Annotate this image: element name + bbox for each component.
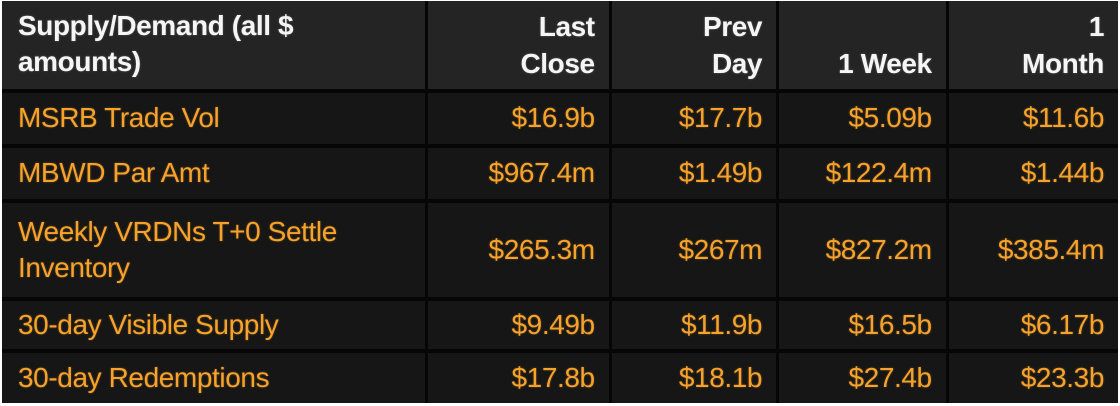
row-label: MSRB Trade Vol — [2, 89, 427, 146]
header-1-month: 1 Month — [945, 1, 1118, 91]
cell-last-close: $967.4m — [424, 144, 611, 201]
cell-last-close: $9.49b — [424, 297, 611, 351]
row-label-text: Weekly VRDNs T+0 Settle Inventory — [18, 215, 337, 283]
row-label-text: MSRB Trade Vol — [18, 102, 220, 134]
cell-1-week: $122.4m — [776, 144, 948, 201]
cell-prev-day: $17.7b — [608, 89, 778, 146]
table-row: Weekly VRDNs T+0 Settle Inventory $265.3… — [2, 199, 1118, 299]
cell-prev-day: $11.9b — [608, 297, 778, 351]
table-row: 30-day Visible Supply $9.49b $11.9b $16.… — [2, 297, 1118, 351]
header-prev-day: Prev Day — [608, 1, 778, 91]
row-label: 30-day Visible Supply — [2, 297, 427, 351]
header-supply-demand: Supply/Demand (all $ amounts) — [2, 1, 427, 91]
cell-prev-day: $267m — [608, 199, 778, 299]
row-label: 30-day Redemptions — [2, 349, 427, 403]
table-row: MSRB Trade Vol $16.9b $17.7b $5.09b $11.… — [2, 89, 1118, 146]
header-row: Supply/Demand (all $ amounts) Last Close… — [2, 1, 1118, 91]
cell-1-month: $1.44b — [945, 144, 1118, 201]
cell-last-close: $265.3m — [424, 199, 611, 299]
cell-1-week: $16.5b — [776, 297, 948, 351]
cell-1-week: $5.09b — [776, 89, 948, 146]
row-label-text: 30-day Redemptions — [18, 361, 270, 393]
cell-1-month: $23.3b — [945, 349, 1118, 403]
cell-1-week: $27.4b — [776, 349, 948, 403]
cell-prev-day: $18.1b — [608, 349, 778, 403]
cell-last-close: $16.9b — [424, 89, 611, 146]
table-row: 30-day Redemptions $17.8b $18.1b $27.4b … — [2, 349, 1118, 403]
cell-1-month: $385.4m — [945, 199, 1118, 299]
row-label: MBWD Par Amt — [2, 144, 427, 201]
row-label: Weekly VRDNs T+0 Settle Inventory — [2, 199, 427, 299]
cell-last-close: $17.8b — [424, 349, 611, 403]
table-row: MBWD Par Amt $967.4m $1.49b $122.4m $1.4… — [2, 144, 1118, 201]
cell-1-week: $827.2m — [776, 199, 948, 299]
header-last-close: Last Close — [424, 1, 611, 91]
cell-prev-day: $1.49b — [608, 144, 778, 201]
header-1-week: 1 Week — [776, 1, 948, 91]
cell-1-month: $6.17b — [945, 297, 1118, 351]
row-label-text: MBWD Par Amt — [18, 157, 210, 189]
cell-1-month: $11.6b — [945, 89, 1118, 146]
row-label-text: 30-day Visible Supply — [18, 308, 279, 340]
